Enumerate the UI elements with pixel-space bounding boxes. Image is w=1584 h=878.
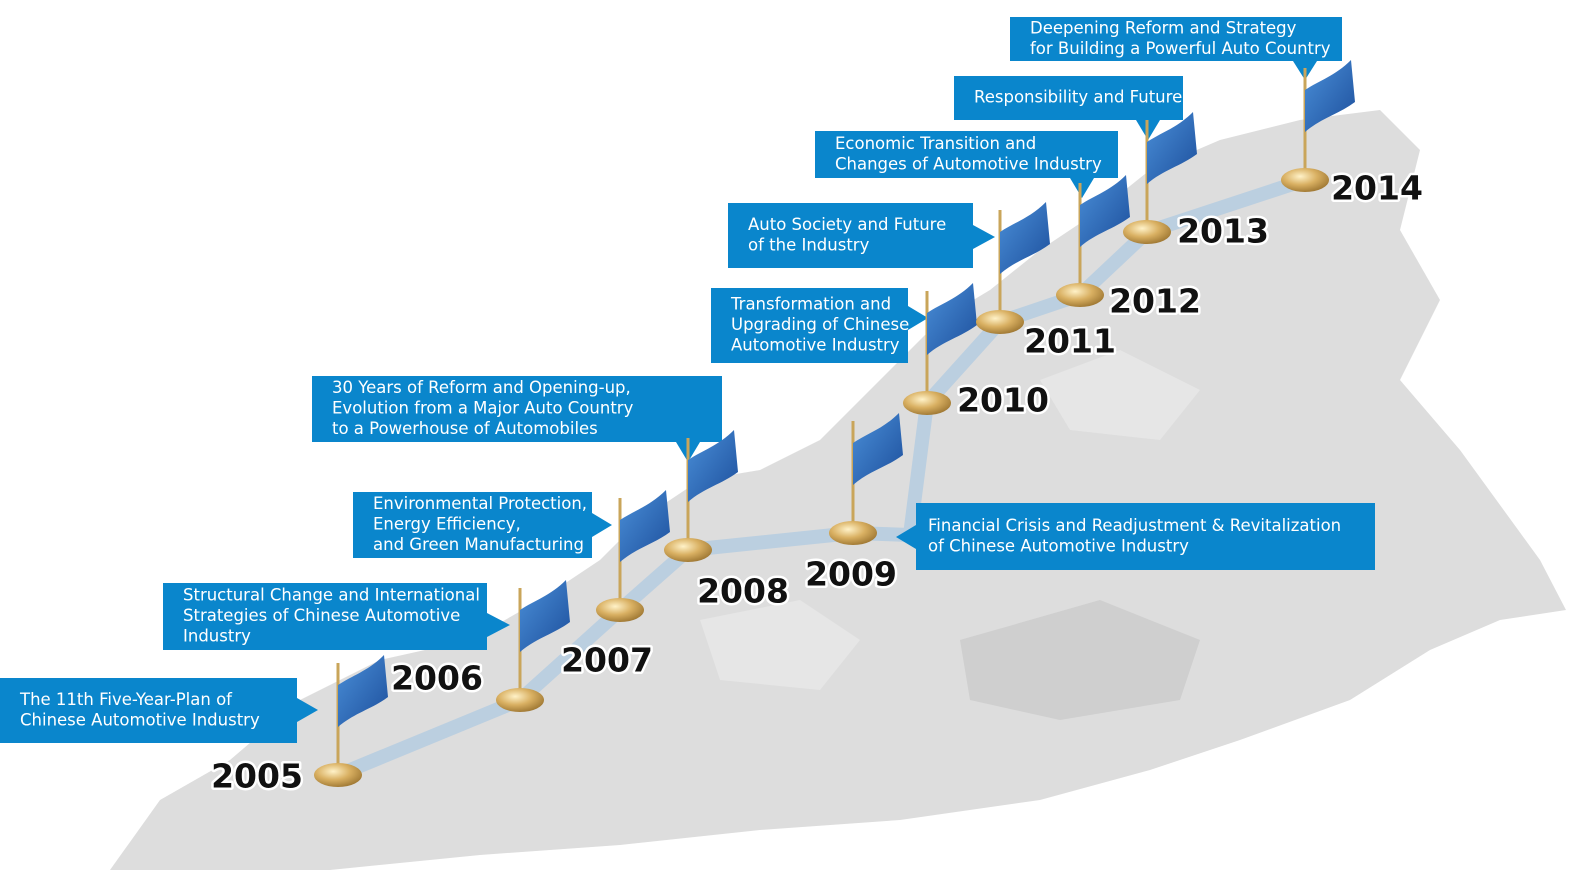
map-background <box>110 110 1566 870</box>
callout-box <box>0 678 297 743</box>
flag <box>688 430 738 502</box>
year-label: 2009 <box>805 555 897 594</box>
year-label: 2007 <box>561 641 653 680</box>
flag <box>1147 112 1197 184</box>
callout-pointer <box>487 613 510 637</box>
flag-base <box>496 688 544 712</box>
year-label: 2013 <box>1177 212 1269 251</box>
callout-pointer <box>908 306 928 330</box>
callout-text: for Building a Powerful Auto Country <box>1030 39 1331 58</box>
callout-text: Chinese Automotive Industry <box>20 710 260 729</box>
callout-text: Transformation and <box>730 295 891 314</box>
year-label: 2010 <box>957 381 1049 420</box>
callout-pointer <box>592 513 612 537</box>
flag-base <box>1056 283 1104 307</box>
flag-base <box>903 391 951 415</box>
flag-base <box>1123 220 1171 244</box>
flag <box>520 580 570 652</box>
callout-pointer <box>1070 178 1094 198</box>
callout-pointer <box>896 525 916 549</box>
year-label: 2014 <box>1331 169 1423 208</box>
flag <box>1000 202 1050 274</box>
callout-text: Deepening Reform and Strategy <box>1030 18 1297 37</box>
callout-text: Structural Change and International <box>183 586 480 605</box>
flag-base <box>596 598 644 622</box>
flag-base <box>314 763 362 787</box>
callout-text: Economic Transition and <box>835 134 1036 153</box>
callout-box <box>728 203 973 268</box>
callout-box <box>916 503 1375 570</box>
callout-box <box>1010 17 1342 61</box>
flag-base <box>829 521 877 545</box>
callout-text: 30 Years of Reform and Opening-up, <box>332 378 631 397</box>
callout-text: Financial Crisis and Readjustment & Revi… <box>928 516 1341 535</box>
year-label: 2008 <box>697 572 789 611</box>
year-label: 2005 <box>211 757 303 796</box>
callout-box <box>163 583 487 650</box>
flag <box>338 655 388 727</box>
callout-text: Upgrading of Chinese <box>731 315 909 334</box>
callout-text: The 11th Five-Year-Plan of <box>19 690 233 709</box>
year-label: 2012 <box>1109 282 1201 321</box>
flag-base <box>976 310 1024 334</box>
callout-box <box>711 288 908 363</box>
callout-text: Evolution from a Major Auto Country <box>332 399 634 418</box>
flag <box>853 413 903 485</box>
flag <box>927 283 977 355</box>
callout-box <box>312 376 722 442</box>
callout-box <box>353 492 592 558</box>
callout-text: of Chinese Automotive Industry <box>928 536 1189 555</box>
callout-pointer <box>973 225 995 249</box>
year-label: 2006 <box>391 659 483 698</box>
callout-box <box>954 76 1183 120</box>
flag-base <box>664 538 712 562</box>
callout-text: Energy Efficiency, <box>373 515 521 534</box>
callout-text: Environmental Protection, <box>373 494 587 513</box>
callout-pointer <box>297 698 318 722</box>
callout-text: to a Powerhouse of Automobiles <box>332 419 598 438</box>
callout-text: Automotive Industry <box>731 336 900 355</box>
callout-text: Auto Society and Future <box>748 215 946 234</box>
flag <box>620 490 670 562</box>
year-label: 2011 <box>1024 322 1116 361</box>
callout-text: Strategies of Chinese Automotive <box>183 606 460 625</box>
callout-box <box>815 131 1118 178</box>
callout-text: and Green Manufacturing <box>373 535 584 554</box>
flag <box>1080 175 1130 247</box>
flag-base <box>1281 168 1329 192</box>
callout-text: Changes of Automotive Industry <box>835 154 1102 173</box>
callout-text: Responsibility and Future <box>974 88 1182 107</box>
callout-text: of the Industry <box>748 235 870 254</box>
callout-text: Industry <box>183 627 251 646</box>
flag <box>1305 60 1355 132</box>
